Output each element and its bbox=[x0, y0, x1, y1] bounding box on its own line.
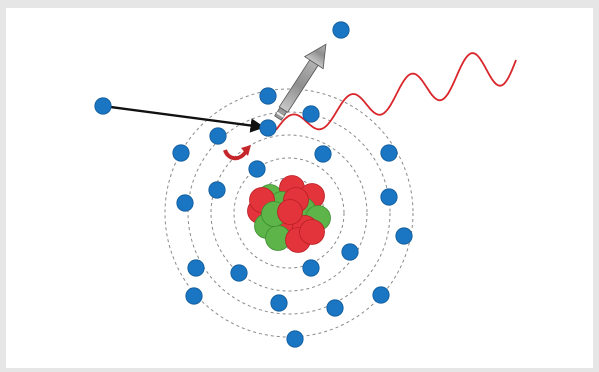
electrons bbox=[94, 21, 413, 348]
electron-19 bbox=[270, 294, 288, 312]
electron-7 bbox=[314, 145, 332, 163]
electron-5 bbox=[209, 127, 227, 145]
electron-9 bbox=[248, 160, 266, 178]
electron-16 bbox=[230, 264, 248, 282]
orbit-3 bbox=[210, 134, 368, 292]
electron-11 bbox=[176, 194, 194, 212]
orbit-4 bbox=[187, 111, 391, 315]
electron-17 bbox=[302, 259, 320, 277]
electron-15 bbox=[187, 259, 205, 277]
incoming-particle-arrow-icon bbox=[102, 104, 265, 133]
atom-ionization-diagram bbox=[94, 21, 517, 348]
electron-8 bbox=[380, 144, 398, 162]
curved-transition-arrow-icon bbox=[223, 145, 251, 161]
ejected-electron-arrow-icon bbox=[274, 43, 327, 121]
electron-6 bbox=[172, 144, 190, 162]
electron-18 bbox=[185, 287, 203, 305]
electron-13 bbox=[395, 227, 413, 245]
proton-15 bbox=[299, 219, 325, 245]
electron-10 bbox=[208, 181, 226, 199]
electron-3 bbox=[302, 105, 320, 123]
diagram-panel bbox=[6, 8, 593, 368]
electron-12 bbox=[380, 188, 398, 206]
electron-1 bbox=[332, 21, 350, 39]
electron-22 bbox=[286, 330, 304, 348]
photon-wave-icon bbox=[275, 52, 517, 131]
electron-2 bbox=[259, 87, 277, 105]
electron-0 bbox=[94, 97, 112, 115]
nucleus bbox=[247, 175, 331, 253]
electron-14 bbox=[341, 243, 359, 261]
electron-4 bbox=[259, 119, 277, 137]
proton-16 bbox=[277, 199, 303, 225]
electron-20 bbox=[326, 299, 344, 317]
orbit-2 bbox=[233, 157, 345, 269]
electron-21 bbox=[372, 286, 390, 304]
